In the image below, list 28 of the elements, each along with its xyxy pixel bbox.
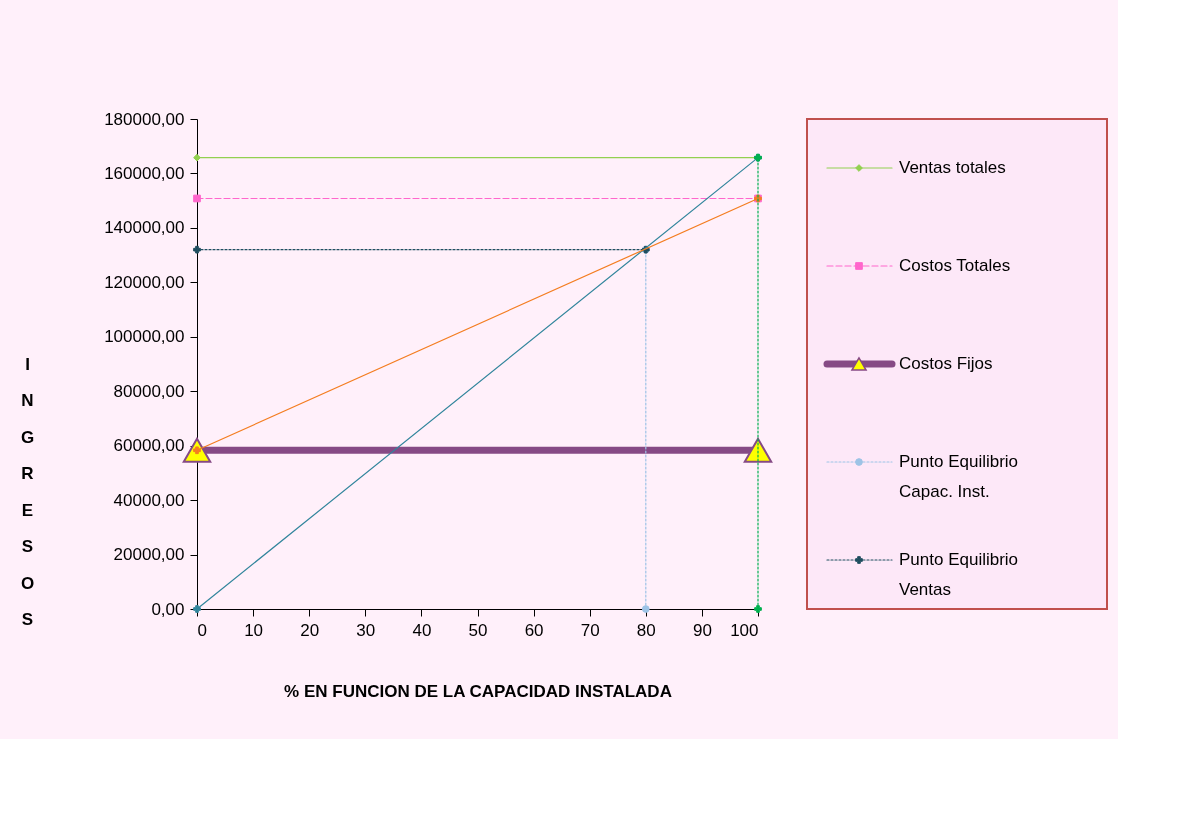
legend-label: Ventas totales [899,158,1006,177]
legend-label: Punto Equilibrio Capac. Inst. [899,452,1019,501]
y-tick-label: 100000,00 [104,327,185,347]
x-tick-label: 50 [468,620,488,640]
x-tick-label: 30 [356,620,376,640]
x-axis-title: % EN FUNCION DE LA CAPACIDAD INSTALADA [284,681,672,701]
y-tick-label: 20000,00 [113,545,185,565]
y-tick-label: 120000,00 [104,272,185,292]
x-tick-label: 40 [412,620,432,640]
x-tick-label: 90 [692,620,712,640]
legend-label: Punto Equilibrio Ventas [899,550,1019,599]
y-tick-label: 60000,00 [113,436,185,456]
x-tick-label: 80 [636,620,656,640]
y-tick-label: 140000,00 [104,218,185,238]
x-tick-label: 70 [580,620,600,640]
y-tick-label: 0,00 [151,599,185,619]
y-tick-label: 160000,00 [104,163,185,183]
y-tick-label: 80000,00 [113,381,185,401]
y-tick-label: 180000,00 [104,109,185,129]
x-tick-label: 10 [244,620,264,640]
x-tick-label: 60 [524,620,544,640]
legend-label: Costos Fijos [899,354,993,373]
y-axis-title: INGRESOS [20,354,35,629]
x-tick-label: 0 [197,620,207,640]
legend-label: Costos Totales [899,256,1011,275]
y-tick-label: 40000,00 [113,490,185,510]
x-tick-label: 20 [300,620,320,640]
x-tick-label: 100 [730,620,759,640]
